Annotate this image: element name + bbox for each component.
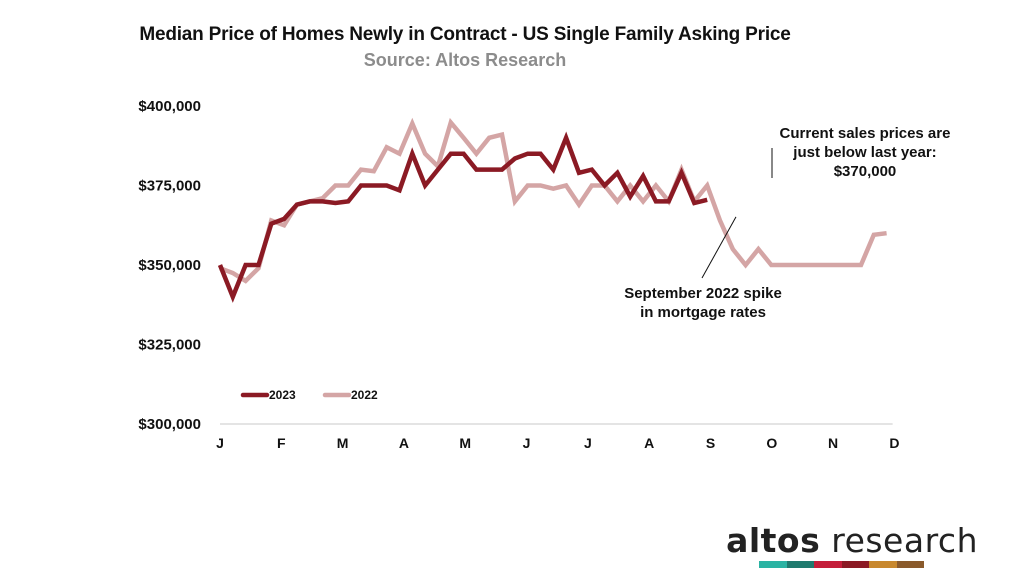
y-tick-label: $300,000: [138, 416, 201, 433]
x-month-label: J: [584, 435, 592, 451]
brand-bar-segment: [869, 561, 897, 568]
chart-subtitle: Source: Altos Research: [363, 50, 567, 70]
annotation-line: in mortgage rates: [640, 304, 766, 321]
x-month-label: J: [523, 435, 531, 451]
annotation-line: $370,000: [833, 163, 897, 180]
series-line-2023: [217, 131, 708, 303]
y-tick-label: $400,000: [138, 98, 201, 115]
annotation-line: Current sales prices are: [779, 125, 951, 142]
x-month-label: S: [706, 435, 715, 451]
brand-word-altos: altos: [726, 521, 821, 560]
x-month-label: M: [459, 435, 471, 451]
annotation-line: just below last year:: [793, 144, 937, 161]
brand-bar-segment: [814, 561, 842, 568]
brand-word-research: research: [820, 521, 978, 560]
annotation-line: September 2022 spike: [624, 285, 782, 302]
x-month-label: F: [277, 435, 286, 451]
series-line-2022: [219, 117, 887, 284]
y-tick-label: $350,000: [138, 257, 201, 274]
x-month-label: N: [828, 435, 838, 451]
x-month-label: D: [889, 435, 899, 451]
brand-logo: altos research: [726, 521, 978, 560]
chart-title: Median Price of Homes Newly in Contract …: [139, 24, 791, 45]
x-month-label: A: [399, 435, 409, 451]
annotation-leader-september: [701, 216, 737, 279]
x-month-label: O: [766, 435, 777, 451]
y-tick-label: $375,000: [138, 178, 201, 195]
annotation-september-spike: September 2022 spike in mortgage rates: [603, 284, 803, 322]
brand-bar-segment: [786, 561, 814, 568]
x-month-label: J: [216, 435, 224, 451]
x-month-label: A: [644, 435, 654, 451]
x-month-label: M: [337, 435, 349, 451]
brand-bar-segment: [841, 561, 869, 568]
brand-bar-segment: [896, 561, 924, 568]
legend-label-2023: 2023: [269, 388, 296, 402]
y-tick-label: $325,000: [138, 337, 201, 354]
annotation-current-prices: Current sales prices are just below last…: [770, 124, 960, 181]
brand-color-bar: [759, 561, 924, 568]
brand-bar-segment: [759, 561, 787, 568]
legend-label-2022: 2022: [351, 388, 378, 402]
